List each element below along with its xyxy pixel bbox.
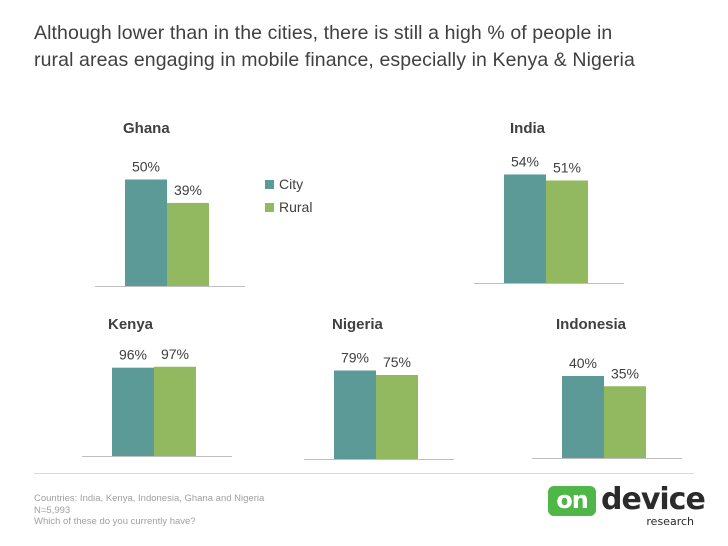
data-label-nigeria-rural: 75%	[383, 354, 411, 370]
chart-title-kenya: Kenya	[108, 316, 154, 333]
ondevice-logo: on device research	[548, 483, 706, 532]
data-label-ghana-rural: 39%	[174, 182, 202, 198]
footnotes: Countries: India, Kenya, Indonesia, Ghan…	[34, 493, 264, 528]
bar-india-city	[504, 174, 546, 283]
bar-indonesia-city	[562, 376, 604, 458]
chart-title-india: India	[510, 120, 546, 137]
footnote-countries: Countries: India, Kenya, Indonesia, Ghan…	[34, 493, 265, 504]
data-label-kenya-rural: 97%	[161, 346, 189, 362]
legend-label-rural: Rural	[279, 199, 312, 215]
bar-kenya-city	[112, 367, 154, 456]
logo-sub: research	[646, 515, 694, 528]
data-label-indonesia-rural: 35%	[611, 365, 639, 381]
bar-nigeria-city	[334, 370, 376, 459]
legend-swatch-city	[265, 180, 274, 189]
chart-title-ghana: Ghana	[123, 120, 170, 137]
legend-label-city: City	[279, 176, 303, 192]
data-label-ghana-city: 50%	[132, 159, 160, 175]
headline-line-2: rural areas engaging in mobile finance, …	[34, 49, 635, 71]
bar-india-rural	[546, 180, 588, 283]
bar-indonesia-rural	[604, 386, 646, 458]
bar-nigeria-rural	[376, 375, 418, 459]
legend-swatch-rural	[265, 203, 274, 212]
data-label-nigeria-city: 79%	[341, 350, 369, 366]
footnote-sample-size: N=5,993	[34, 504, 71, 516]
chart-title-indonesia: Indonesia	[556, 316, 627, 333]
footer-divider	[34, 473, 694, 474]
data-label-indonesia-city: 40%	[569, 355, 597, 371]
data-label-india-rural: 51%	[553, 159, 581, 175]
logo-word: device	[601, 482, 706, 517]
data-label-kenya-city: 96%	[119, 347, 147, 363]
data-label-india-city: 54%	[511, 153, 539, 169]
chart-title-nigeria: Nigeria	[332, 316, 384, 333]
bar-ghana-rural	[167, 202, 209, 286]
bar-kenya-rural	[154, 366, 196, 456]
logo-badge: on	[548, 486, 596, 516]
footnote-question: Which of these do you currently have?	[34, 516, 196, 527]
headline: Although lower than in the cities, there…	[34, 20, 714, 74]
headline-line-1: Although lower than in the cities, there…	[34, 22, 613, 44]
bar-ghana-city	[125, 179, 167, 286]
